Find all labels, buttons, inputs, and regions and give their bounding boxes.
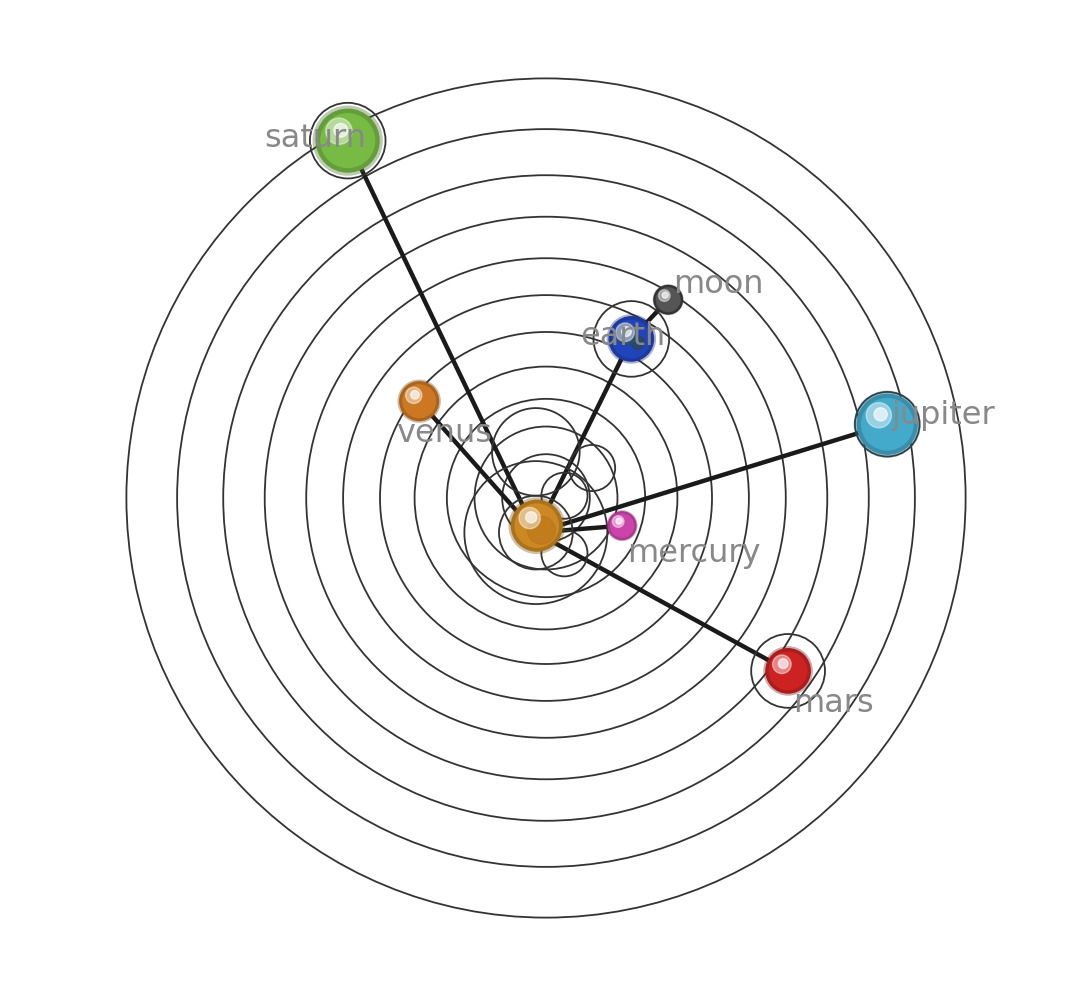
Circle shape bbox=[866, 402, 891, 428]
Circle shape bbox=[613, 516, 624, 527]
Circle shape bbox=[511, 500, 562, 551]
Circle shape bbox=[874, 407, 887, 421]
Text: saturn: saturn bbox=[264, 123, 367, 153]
Circle shape bbox=[772, 655, 792, 673]
Text: jupiter: jupiter bbox=[892, 399, 996, 430]
Circle shape bbox=[857, 394, 917, 454]
Circle shape bbox=[405, 387, 422, 403]
Circle shape bbox=[616, 518, 622, 524]
Text: venus: venus bbox=[396, 418, 492, 449]
Circle shape bbox=[616, 323, 638, 345]
Circle shape bbox=[765, 648, 810, 693]
Text: mars: mars bbox=[793, 687, 874, 719]
Circle shape bbox=[658, 290, 670, 302]
Circle shape bbox=[617, 324, 637, 345]
Circle shape bbox=[654, 286, 682, 314]
Circle shape bbox=[779, 658, 788, 668]
Circle shape bbox=[525, 512, 537, 523]
Circle shape bbox=[631, 336, 644, 350]
Circle shape bbox=[519, 507, 541, 529]
Circle shape bbox=[608, 512, 636, 540]
Circle shape bbox=[621, 327, 631, 337]
Circle shape bbox=[616, 323, 634, 342]
Circle shape bbox=[400, 381, 439, 420]
Text: mercury: mercury bbox=[627, 538, 760, 569]
Circle shape bbox=[662, 292, 668, 298]
Text: moon: moon bbox=[673, 270, 763, 301]
Text: earth: earth bbox=[581, 321, 666, 353]
Circle shape bbox=[411, 390, 419, 399]
Circle shape bbox=[609, 317, 653, 362]
Circle shape bbox=[317, 110, 379, 172]
Circle shape bbox=[334, 124, 347, 137]
Circle shape bbox=[325, 119, 352, 144]
Circle shape bbox=[527, 516, 556, 544]
